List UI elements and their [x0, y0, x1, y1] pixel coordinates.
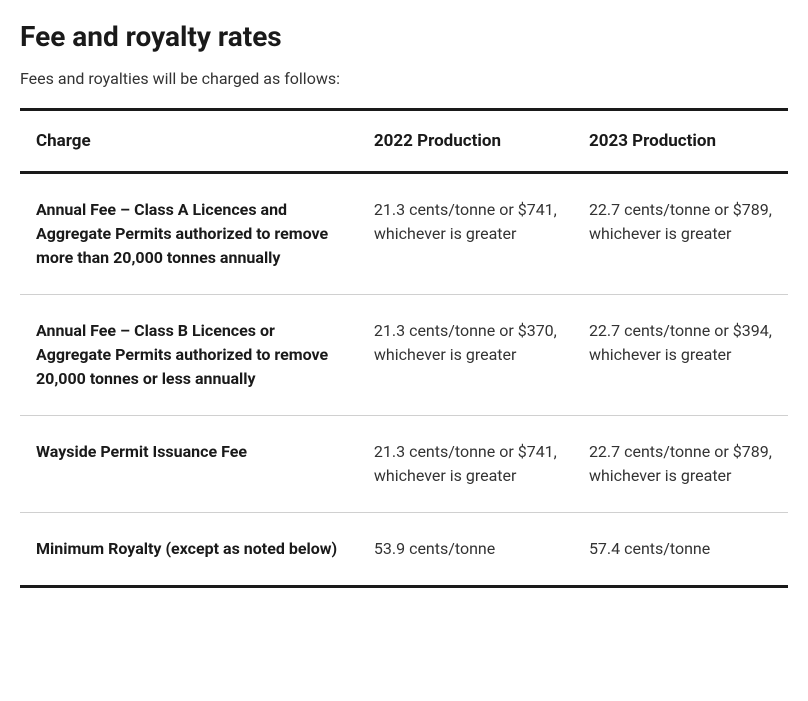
cell-charge: Wayside Permit Issuance Fee	[20, 416, 358, 513]
table-row: Minimum Royalty (except as noted below) …	[20, 513, 788, 587]
cell-2023: 57.4 cents/tonne	[573, 513, 788, 587]
cell-charge: Annual Fee – Class B Licences or Aggrega…	[20, 295, 358, 416]
table-row: Wayside Permit Issuance Fee 21.3 cents/t…	[20, 416, 788, 513]
intro-text: Fees and royalties will be charged as fo…	[20, 69, 788, 88]
col-header-2022: 2022 Production	[358, 110, 573, 173]
cell-2022: 21.3 cents/tonne or $741, whichever is g…	[358, 173, 573, 295]
cell-2023: 22.7 cents/tonne or $394, whichever is g…	[573, 295, 788, 416]
col-header-charge: Charge	[20, 110, 358, 173]
cell-charge: Annual Fee – Class A Licences and Aggreg…	[20, 173, 358, 295]
table-row: Annual Fee – Class B Licences or Aggrega…	[20, 295, 788, 416]
cell-2022: 21.3 cents/tonne or $370, whichever is g…	[358, 295, 573, 416]
page-title: Fee and royalty rates	[20, 20, 788, 53]
table-row: Annual Fee – Class A Licences and Aggreg…	[20, 173, 788, 295]
rates-table: Charge 2022 Production 2023 Production A…	[20, 108, 788, 588]
content-container: Fee and royalty rates Fees and royalties…	[20, 20, 788, 588]
table-header-row: Charge 2022 Production 2023 Production	[20, 110, 788, 173]
col-header-2023: 2023 Production	[573, 110, 788, 173]
cell-2022: 53.9 cents/tonne	[358, 513, 573, 587]
cell-2023: 22.7 cents/tonne or $789, whichever is g…	[573, 416, 788, 513]
cell-2023: 22.7 cents/tonne or $789, whichever is g…	[573, 173, 788, 295]
cell-charge: Minimum Royalty (except as noted below)	[20, 513, 358, 587]
cell-2022: 21.3 cents/tonne or $741, whichever is g…	[358, 416, 573, 513]
